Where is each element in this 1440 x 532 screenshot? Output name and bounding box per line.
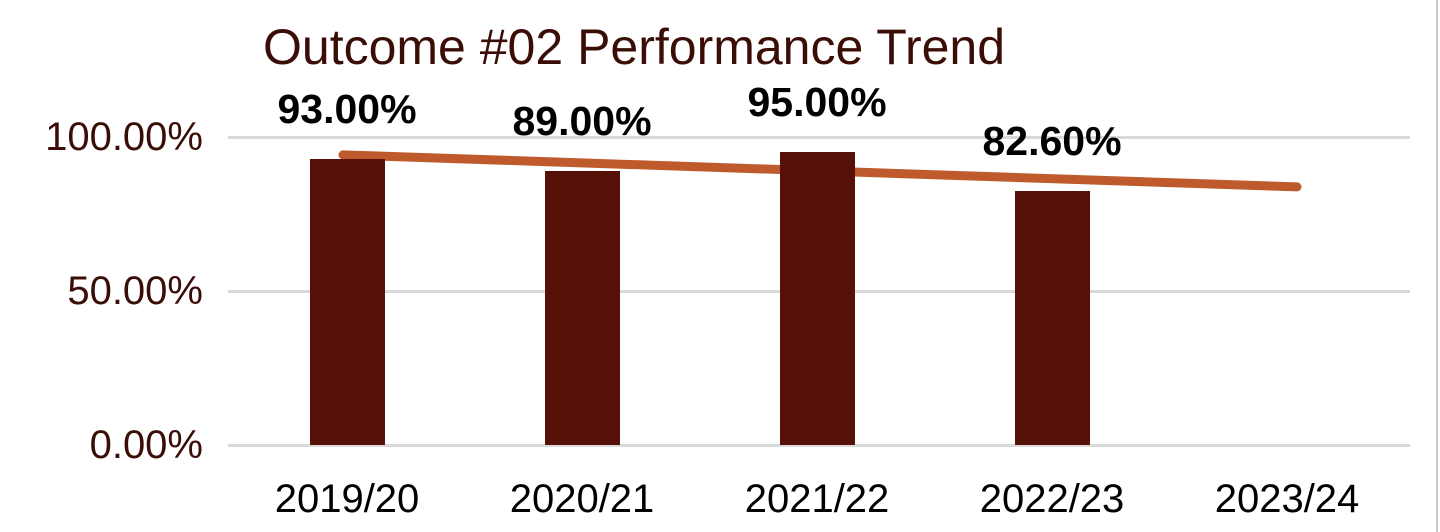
x-axis-tick-label: 2022/23 <box>979 477 1125 521</box>
y-axis-tick-label: 100.00% <box>45 115 203 159</box>
x-axis-tick-label: 2021/22 <box>744 477 890 521</box>
bar <box>779 152 855 445</box>
data-label: 95.00% <box>747 79 887 126</box>
bar <box>309 158 385 445</box>
x-axis-tick-label: 2023/24 <box>1214 477 1360 521</box>
bar <box>544 170 620 445</box>
gridline <box>228 444 1410 447</box>
bar <box>1014 190 1090 445</box>
x-axis-tick-label: 2019/20 <box>274 477 420 521</box>
data-label: 82.60% <box>982 117 1122 164</box>
gridline <box>228 136 1410 139</box>
data-label: 93.00% <box>277 85 417 132</box>
chart-title: Outcome #02 Performance Trend <box>263 19 1006 75</box>
window-edge <box>1436 0 1438 532</box>
x-axis-tick-label: 2020/21 <box>509 477 655 521</box>
data-label: 89.00% <box>512 97 652 144</box>
y-axis-tick-label: 50.00% <box>67 269 203 313</box>
y-axis-tick-label: 0.00% <box>89 423 203 467</box>
